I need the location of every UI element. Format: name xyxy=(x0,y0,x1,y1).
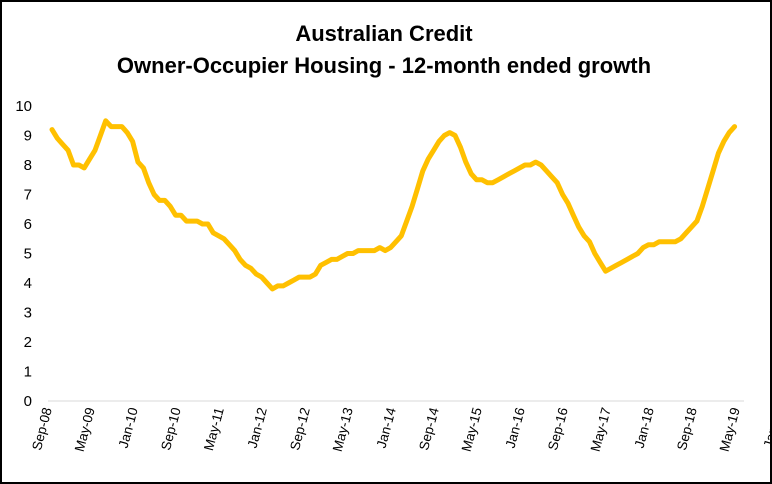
x-tick-label: Sep-18 xyxy=(674,406,700,452)
x-tick-label: May-11 xyxy=(201,406,227,452)
y-tick-label: 4 xyxy=(24,275,32,292)
x-tick-label: Sep-16 xyxy=(545,406,571,452)
chart-title-line-2: Owner-Occupier Housing - 12-month ended … xyxy=(116,53,652,78)
y-tick-label: 6 xyxy=(24,216,32,233)
x-tick-label: Sep-10 xyxy=(158,406,184,452)
chart-title-line-1: Australian Credit xyxy=(295,21,473,46)
x-tick-label: Jan-10 xyxy=(116,406,141,450)
y-tick-label: 5 xyxy=(24,246,32,263)
y-tick-label: 2 xyxy=(24,334,32,351)
x-tick-label: Sep-12 xyxy=(287,406,313,452)
x-tick-label: May-19 xyxy=(717,406,743,453)
y-tick-label: 3 xyxy=(24,305,32,322)
x-tick-label: Jan-20 xyxy=(761,406,772,450)
x-tick-label: Jan-12 xyxy=(245,406,270,450)
chart-title: Australian Credit Owner-Occupier Housing… xyxy=(0,18,768,82)
y-axis: 0 1 2 3 4 5 6 7 8 9 10 xyxy=(15,98,32,410)
x-axis: Sep-08 May-09 Jan-10 Sep-10 May-11 Jan-12 Sep-… xyxy=(29,400,772,453)
y-tick-label: 8 xyxy=(24,157,32,174)
y-tick-label: 10 xyxy=(15,98,32,115)
series-line xyxy=(49,118,738,292)
x-tick-label: May-13 xyxy=(330,406,356,453)
x-tick-label: Jan-14 xyxy=(374,405,399,449)
y-tick-label: 1 xyxy=(24,364,32,381)
x-tick-label: Jan-18 xyxy=(632,406,657,450)
y-tick-label: 7 xyxy=(24,187,32,204)
x-tick-label: May-15 xyxy=(459,406,485,453)
x-tick-label: Jan-16 xyxy=(503,406,528,450)
y-tick-label: 0 xyxy=(24,393,32,410)
y-tick-label: 9 xyxy=(24,128,32,145)
x-tick-label: May-17 xyxy=(588,406,614,453)
x-tick-label: Sep-08 xyxy=(29,406,55,452)
x-tick-label: Sep-14 xyxy=(416,405,442,451)
x-tick-label: May-09 xyxy=(72,406,98,453)
series-group xyxy=(49,118,738,292)
